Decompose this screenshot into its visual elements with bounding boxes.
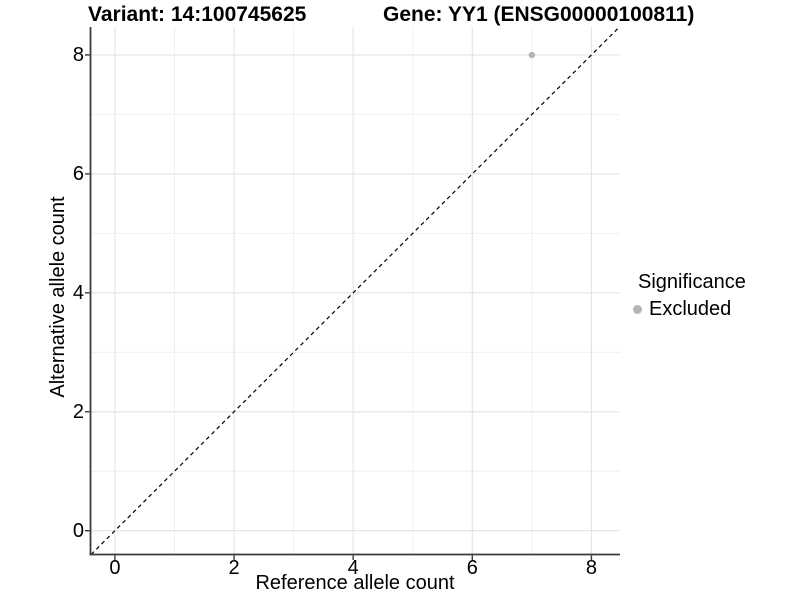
legend-title: Significance — [638, 271, 746, 293]
x-axis-title: Reference allele count — [255, 572, 455, 594]
x-tick-label: 4 — [347, 557, 359, 579]
x-tick-label: 2 — [228, 557, 240, 579]
gene-title: Gene: YY1 (ENSG00000100811) — [383, 3, 695, 26]
legend-point-icon — [633, 304, 642, 314]
x-tick-label: 0 — [109, 557, 121, 579]
x-tick-label: 8 — [585, 557, 597, 579]
legend: Significance Excluded — [630, 270, 746, 320]
identity-reference-line — [90, 26, 620, 555]
legend-item-label: Excluded — [649, 298, 732, 320]
legend-item-excluded: Excluded — [630, 298, 746, 320]
y-tick-label: 0 — [72, 519, 84, 542]
y-axis-title: Alternative allele count — [47, 196, 69, 398]
variant-title: Variant: 14:100745625 — [88, 3, 307, 26]
y-tick-label: 2 — [72, 400, 84, 423]
y-tick-label: 6 — [72, 162, 84, 185]
x-tick-label: 6 — [466, 557, 478, 579]
y-tick-label: 4 — [72, 281, 84, 304]
y-tick-label: 8 — [72, 43, 84, 66]
data-point — [528, 51, 536, 59]
